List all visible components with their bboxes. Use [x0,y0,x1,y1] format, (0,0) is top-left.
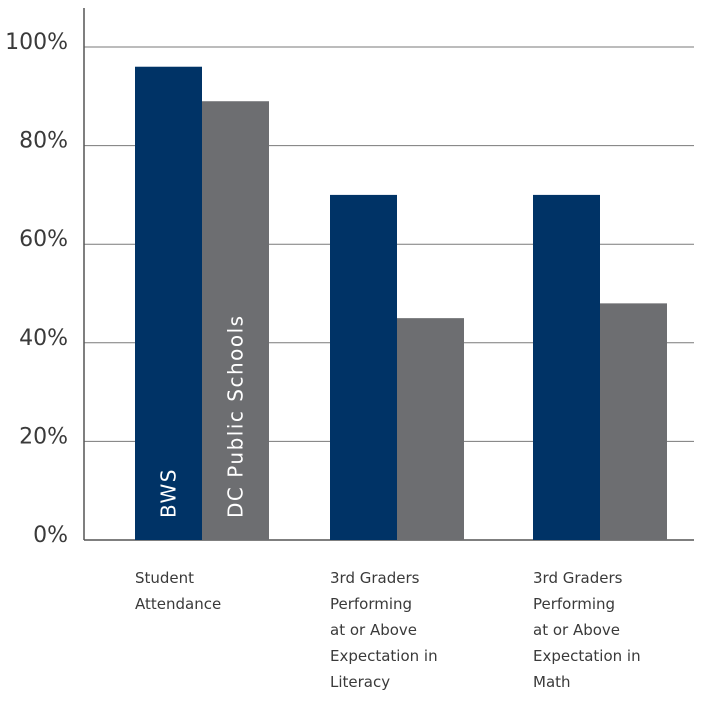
series-label: BWS [157,468,181,518]
bar-bws [330,194,397,540]
y-tick-label: 0% [33,523,68,548]
bars [135,66,667,540]
category-label: 3rd Graders Performing at or Above Expectat… [533,569,641,691]
y-tick-label: 20% [19,424,68,449]
y-tick-label: 80% [19,129,68,154]
y-tick-label: 60% [19,227,68,252]
category-label: 3rd Graders Performing at or Above Expectat… [330,569,438,691]
bar-dc-public-schools [202,101,269,540]
category-labels: Student Attendance 3rd Graders Performing at… [135,569,641,691]
bar-bws [533,194,600,540]
category-label: Student Attendance [135,569,221,613]
y-axis: 0% 20% 40% 60% 80% 100% [5,8,85,548]
y-tick-label: 100% [5,30,68,55]
y-tick-label: 40% [19,326,68,351]
series-label: DC Public Schools [224,314,248,518]
bar-dc-public-schools [600,303,667,540]
bar-bws [135,66,202,540]
series-labels: BWS DC Public Schools [157,314,248,518]
bar-dc-public-schools [397,318,464,540]
